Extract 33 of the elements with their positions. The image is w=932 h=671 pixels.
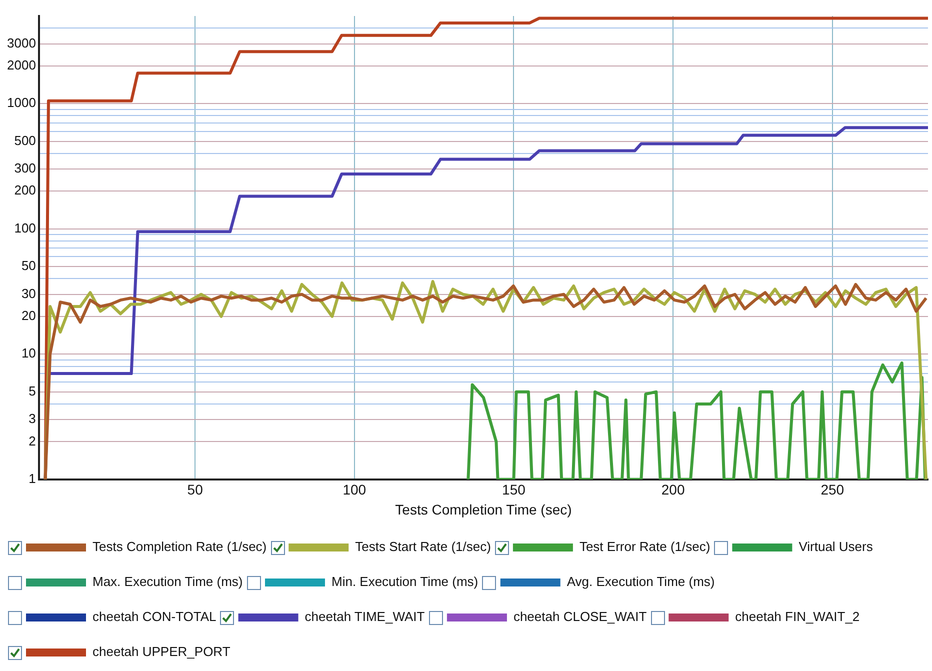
x-tick-label: 250 xyxy=(820,482,844,498)
legend-label: Test Error Rate (1/sec) xyxy=(579,539,710,554)
y-tick-label: 50 xyxy=(21,258,36,274)
x-tick-label: 200 xyxy=(661,482,685,498)
y-tick-label: 200 xyxy=(14,182,36,198)
x-tick-label: 100 xyxy=(342,482,366,498)
y-tick-label: 1 xyxy=(28,470,36,486)
y-tick-label: 300 xyxy=(14,160,36,176)
legend-label: cheetah FIN_WAIT_2 xyxy=(735,609,860,624)
x-axis-title: Tests Completion Time (sec) xyxy=(395,501,572,518)
y-tick-label: 1000 xyxy=(7,95,36,110)
y-tick-label: 3000 xyxy=(7,35,36,50)
y-tick-label: 2000 xyxy=(7,57,36,72)
y-tick-label: 20 xyxy=(21,308,36,323)
legend-label: Min. Execution Time (ms) xyxy=(331,574,478,590)
x-tick-label: 150 xyxy=(502,482,526,498)
legend-label: Virtual Users xyxy=(798,539,874,554)
legend-label: cheetah UPPER_PORT xyxy=(92,644,230,660)
x-tick-label: 50 xyxy=(187,482,204,498)
y-tick-label: 500 xyxy=(14,132,36,148)
y-tick-label: 3 xyxy=(28,411,36,426)
legend-label: cheetah CON-TOTAL xyxy=(92,609,216,624)
y-tick-label: 2 xyxy=(28,433,36,448)
legend-label: cheetah CLOSE_WAIT xyxy=(513,609,647,624)
legend-label: Tests Start Rate (1/sec) xyxy=(355,539,491,554)
y-tick-label: 30 xyxy=(21,286,36,301)
legend-label: cheetah TIME_WAIT xyxy=(304,609,425,624)
y-tick-label: 5 xyxy=(28,383,36,398)
y-tick-label: 100 xyxy=(14,220,36,236)
legend-label: Avg. Execution Time (ms) xyxy=(566,574,715,590)
legend-label: Tests Completion Rate (1/sec) xyxy=(92,539,267,554)
y-tick-label: 10 xyxy=(21,346,36,361)
legend-label: Max. Execution Time (ms) xyxy=(92,574,243,590)
